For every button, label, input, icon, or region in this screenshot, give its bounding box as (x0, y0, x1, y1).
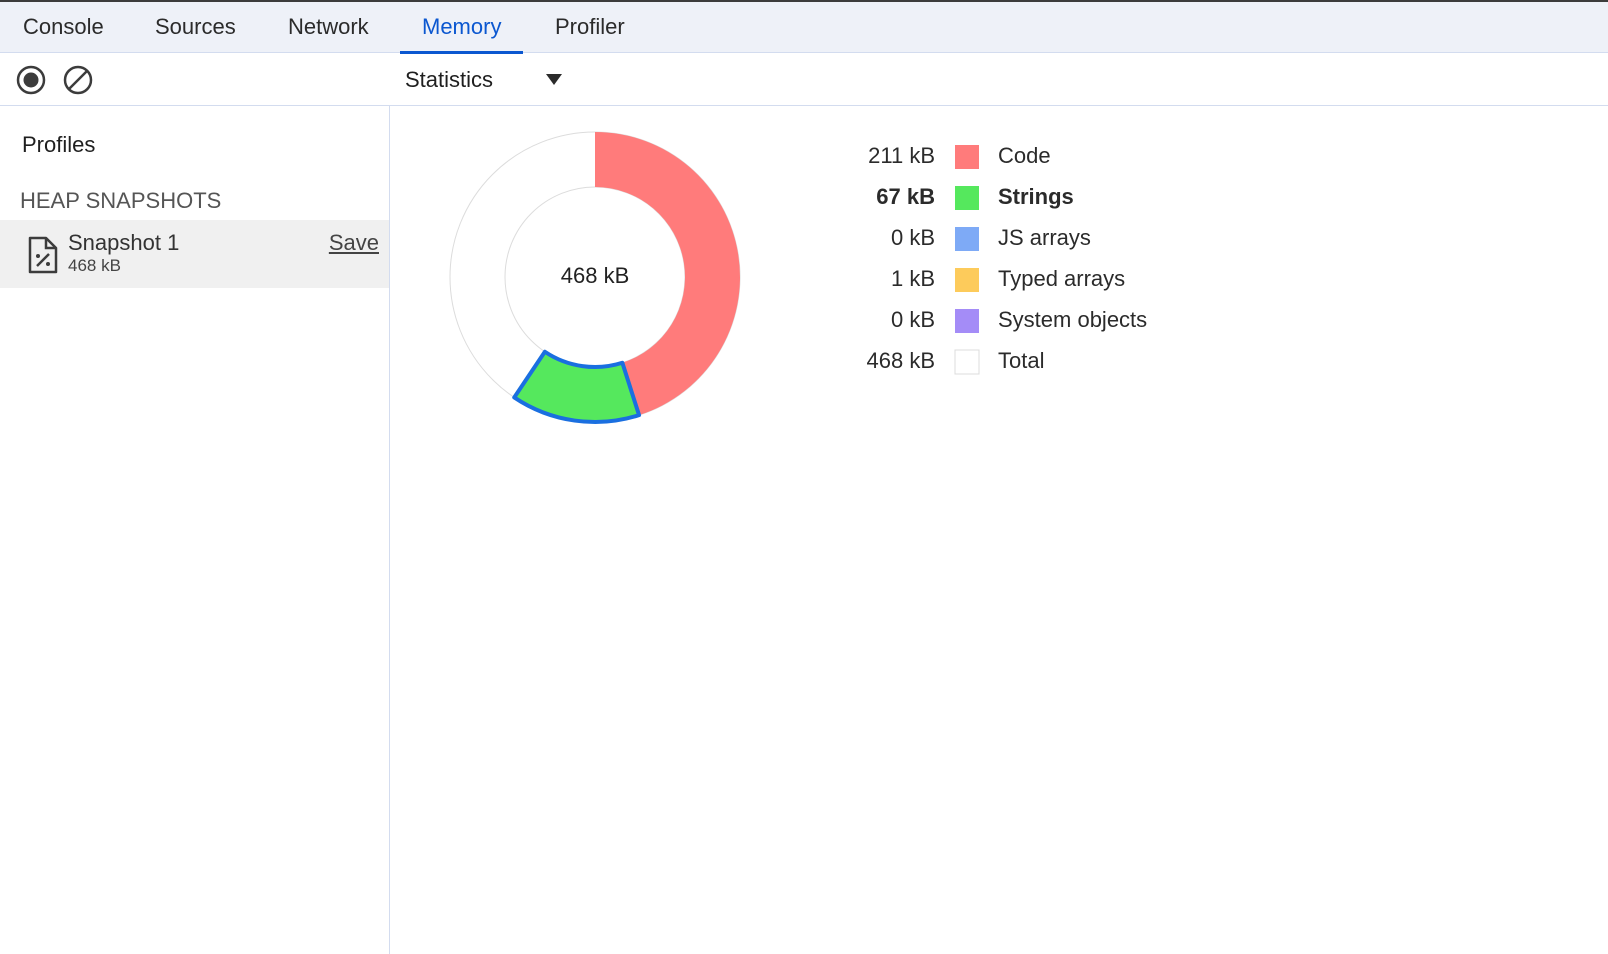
tab[interactable]: Memory (422, 14, 502, 39)
tab[interactable]: Profiler (555, 14, 625, 39)
snapshot-icon (28, 236, 58, 274)
legend-value: 211 kB (868, 143, 935, 168)
statistics-chart: 468 kB 211 kB Code 67 kB Strings 0 kB JS array… (449, 131, 1147, 424)
record-button[interactable] (14, 64, 48, 96)
legend-value: 1 kB (891, 266, 935, 291)
save-link[interactable]: Save (328, 230, 379, 255)
legend-swatch (955, 227, 979, 251)
legend-label: Typed arrays (998, 266, 1125, 291)
toolbar: Statistics (0, 53, 1608, 159)
legend-label: Total (998, 348, 1044, 373)
snapshot-item[interactable]: Snapshot 1 468 kB Save (0, 220, 389, 288)
tab[interactable]: Network (288, 14, 369, 39)
legend-swatch (955, 268, 979, 292)
tab-bar: Console Sources Network Memory Profiler (0, 0, 1608, 54)
section-header: HEAP SNAPSHOTS (20, 188, 222, 213)
dropdown-arrow[interactable] (544, 72, 564, 86)
legend-label: Strings (998, 184, 1074, 209)
donut-segment[interactable] (595, 132, 740, 416)
legend-label: Code (998, 143, 1051, 168)
donut-segment[interactable] (512, 349, 642, 424)
tab-underline (400, 51, 523, 54)
legend-swatch (955, 145, 979, 169)
legend-label: JS arrays (998, 225, 1091, 250)
legend-value: 468 kB (867, 348, 936, 373)
legend-swatch (954, 349, 980, 375)
view-select[interactable]: Statistics (405, 67, 494, 92)
clear-button[interactable] (61, 64, 95, 96)
legend-swatch (955, 309, 979, 333)
legend-value: 0 kB (891, 307, 935, 332)
legend-label: System objects (998, 307, 1147, 332)
profiles-title[interactable]: Profiles (22, 132, 96, 157)
donut-center-label: 468 kB (561, 263, 630, 288)
legend-value: 67 kB (876, 184, 935, 209)
sidebar: Profiles HEAP SNAPSHOTS Snapshot 1 468 k… (0, 106, 390, 954)
legend-value: 0 kB (891, 225, 935, 250)
tab[interactable]: Console (23, 14, 104, 39)
snapshot-size: 468 kB (68, 256, 121, 275)
legend-swatch (955, 186, 979, 210)
tab[interactable]: Sources (155, 14, 236, 39)
snapshot-name: Snapshot 1 (68, 230, 180, 255)
